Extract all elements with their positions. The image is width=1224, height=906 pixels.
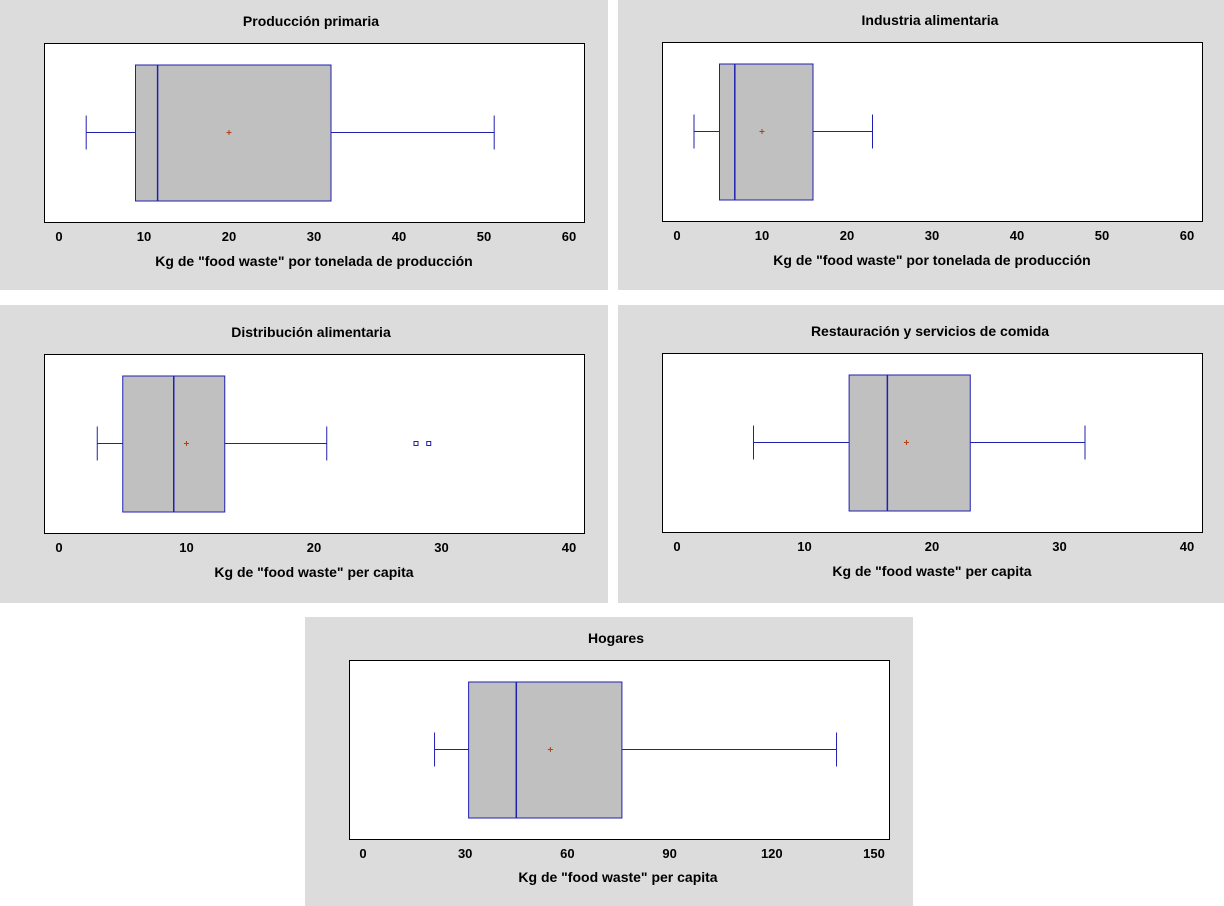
x-tick-label: 0 bbox=[673, 228, 680, 243]
chart-panel-produccion-primaria: Producción primaria 0 10 20 30 40 50 60 Kg de "f… bbox=[0, 0, 608, 290]
x-tick-label: 60 bbox=[1180, 228, 1194, 243]
chart-panel-distribucion-alimentaria: Distribución alimentaria 0 10 20 30 40 Kg de "… bbox=[0, 305, 608, 603]
mean-marker bbox=[904, 440, 909, 445]
chart-title: Hogares bbox=[588, 630, 644, 646]
outlier-point bbox=[413, 441, 419, 446]
x-tick-label: 30 bbox=[1052, 539, 1066, 554]
boxplot-chart: Producción primaria 0 10 20 30 40 50 60 Kg de "f… bbox=[44, 13, 585, 269]
x-tick-label: 60 bbox=[562, 229, 576, 244]
mean-marker bbox=[184, 441, 189, 446]
chart-panel-hogares: Hogares 0 30 60 90 120 150 Kg de "food waste" p… bbox=[305, 617, 913, 906]
chart-title: Restauración y servicios de comida bbox=[811, 323, 1049, 339]
x-tick-label: 0 bbox=[673, 539, 680, 554]
x-tick-label: 50 bbox=[1095, 228, 1109, 243]
chart-title: Distribución alimentaria bbox=[231, 324, 391, 340]
boxplot-chart: Restauración y servicios de comida 0 10 20 3… bbox=[662, 323, 1203, 579]
iqr-box bbox=[135, 64, 332, 202]
x-tick-label: 90 bbox=[662, 846, 676, 861]
x-tick-label: 0 bbox=[359, 846, 366, 861]
x-tick-label: 0 bbox=[55, 540, 62, 555]
x-tick-label: 20 bbox=[925, 539, 939, 554]
boxplot-chart: Industria alimentaria 0 10 20 30 40 50 60 Kg de … bbox=[662, 12, 1203, 268]
chart-title: Producción primaria bbox=[243, 13, 379, 29]
x-tick-label: 50 bbox=[477, 229, 491, 244]
iqr-box bbox=[848, 374, 971, 512]
x-tick-label: 10 bbox=[137, 229, 151, 244]
x-tick-label: 150 bbox=[863, 846, 885, 861]
outlier-point bbox=[426, 441, 432, 446]
x-tick-label: 10 bbox=[797, 539, 811, 554]
chart-panel-industria-alimentaria: Industria alimentaria 0 10 20 30 40 50 60 Kg de … bbox=[618, 0, 1224, 290]
x-tick-label: 10 bbox=[179, 540, 193, 555]
x-axis-label: Kg de "food waste" per capita bbox=[832, 563, 1031, 579]
x-axis-label: Kg de "food waste" per capita bbox=[214, 564, 413, 580]
mean-marker bbox=[226, 130, 232, 135]
chart-panel-restauracion: Restauración y servicios de comida 0 10 20 3… bbox=[618, 305, 1224, 603]
x-tick-label: 30 bbox=[307, 229, 321, 244]
x-axis-label: Kg de "food waste" per capita bbox=[518, 869, 717, 885]
x-tick-label: 0 bbox=[55, 229, 62, 244]
x-tick-label: 120 bbox=[761, 846, 783, 861]
x-tick-label: 40 bbox=[562, 540, 576, 555]
x-tick-label: 40 bbox=[1180, 539, 1194, 554]
x-tick-label: 20 bbox=[222, 229, 236, 244]
iqr-box bbox=[719, 63, 814, 201]
mean-marker bbox=[547, 747, 553, 752]
x-tick-label: 20 bbox=[840, 228, 854, 243]
iqr-box bbox=[468, 681, 623, 819]
mean-marker bbox=[759, 129, 765, 134]
x-tick-label: 30 bbox=[925, 228, 939, 243]
x-tick-label: 40 bbox=[392, 229, 406, 244]
x-tick-label: 20 bbox=[307, 540, 321, 555]
boxplot-chart: Hogares 0 30 60 90 120 150 Kg de "food waste" p… bbox=[349, 630, 890, 885]
chart-title: Industria alimentaria bbox=[862, 12, 999, 28]
x-axis-label: Kg de "food waste" por tonelada de produ… bbox=[155, 253, 472, 269]
x-tick-label: 40 bbox=[1010, 228, 1024, 243]
x-tick-label: 30 bbox=[458, 846, 472, 861]
x-axis-label: Kg de "food waste" por tonelada de produ… bbox=[773, 252, 1090, 268]
boxplot-chart: Distribución alimentaria 0 10 20 30 40 Kg de "… bbox=[44, 324, 585, 580]
x-tick-label: 30 bbox=[434, 540, 448, 555]
x-tick-label: 10 bbox=[755, 228, 769, 243]
x-tick-label: 60 bbox=[560, 846, 574, 861]
